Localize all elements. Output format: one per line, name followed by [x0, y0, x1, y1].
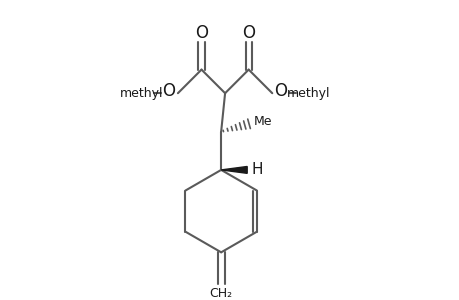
Text: methyl: methyl [119, 87, 162, 100]
Text: CH₂: CH₂ [209, 287, 232, 300]
Text: methyl: methyl [287, 87, 330, 100]
Text: Me: Me [253, 115, 272, 128]
Polygon shape [221, 167, 246, 173]
Text: O: O [241, 24, 255, 42]
Text: O: O [274, 82, 287, 100]
Text: O: O [162, 82, 175, 100]
Text: O: O [195, 24, 207, 42]
Text: H: H [251, 162, 262, 177]
